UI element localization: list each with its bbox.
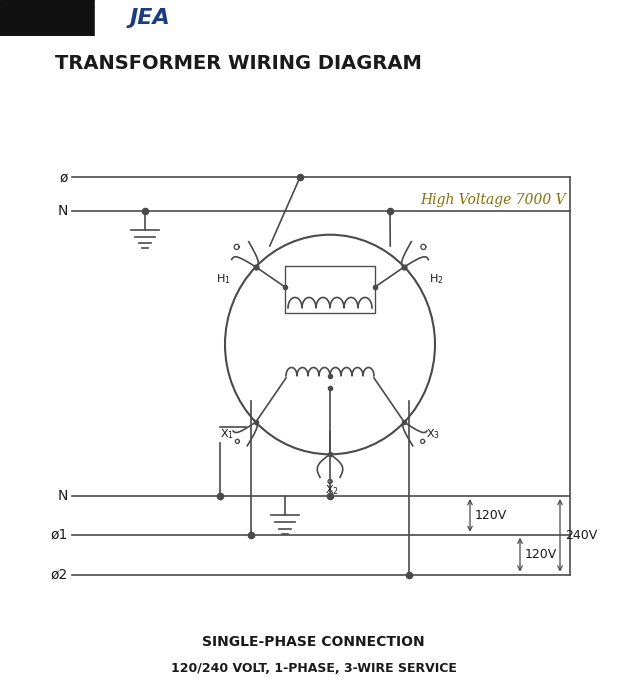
Bar (0, 0, 95, 36)
Text: X$_3$: X$_3$ (426, 428, 440, 441)
Text: X$_2$: X$_2$ (325, 484, 339, 498)
Text: N: N (58, 204, 68, 218)
Text: ø1: ø1 (51, 528, 68, 542)
Text: 120/240 VOLT, 1-PHASE, 3-WIRE SERVICE: 120/240 VOLT, 1-PHASE, 3-WIRE SERVICE (171, 662, 456, 675)
Text: SINGLE-PHASE CONNECTION: SINGLE-PHASE CONNECTION (202, 636, 425, 650)
Text: ø: ø (60, 170, 68, 184)
Text: 240V: 240V (565, 528, 598, 542)
Text: H$_1$: H$_1$ (216, 272, 231, 286)
Bar (95, 0, 98, 36)
Text: N: N (58, 489, 68, 503)
Text: TRANSFORMER WIRING DIAGRAM: TRANSFORMER WIRING DIAGRAM (55, 54, 422, 73)
Text: ø2: ø2 (51, 568, 68, 582)
Text: H$_2$: H$_2$ (429, 272, 444, 286)
Text: X$_1$: X$_1$ (220, 428, 234, 441)
Text: 120V: 120V (475, 509, 507, 522)
Text: JEA: JEA (130, 8, 171, 28)
Text: 120V: 120V (525, 548, 557, 561)
Text: High Voltage 7000 V: High Voltage 7000 V (420, 193, 566, 207)
Text: Overhead Electric Distribution Standards: Overhead Electric Distribution Standards (203, 11, 557, 25)
Bar (285, 266, 375, 313)
